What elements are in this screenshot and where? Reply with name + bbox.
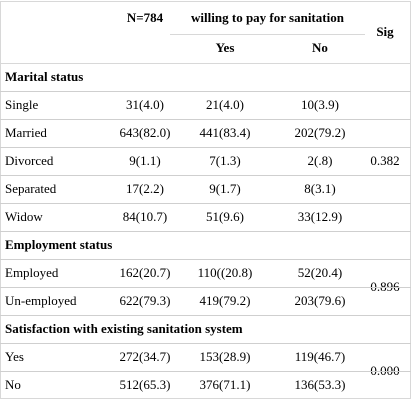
cell-yes: 419(79.2) — [199, 293, 251, 308]
cell-yes: 441(83.4) — [199, 125, 251, 140]
row-label: Single — [5, 97, 39, 112]
cell-yes: 51(9.6) — [206, 209, 244, 224]
yes-header: Yes — [215, 40, 235, 55]
cell-no: 2(.8) — [307, 153, 333, 168]
n-header: N=784 — [126, 10, 164, 25]
row-label: Married — [5, 125, 47, 140]
row-label: Separated — [5, 181, 57, 196]
cell-yes: 7(1.3) — [209, 153, 241, 168]
table-top-rule — [0, 1, 411, 2]
cell-yes: 21(4.0) — [206, 97, 244, 112]
cell-n: 643(82.0) — [119, 125, 171, 140]
row-label: Yes — [5, 349, 24, 364]
cell-n: 272(34.7) — [119, 349, 171, 364]
left-border — [0, 1, 1, 398]
group-divider-rule — [170, 34, 365, 35]
section-title: Marital status — [5, 69, 84, 84]
cell-no: 119(46.7) — [294, 349, 346, 364]
row-label: No — [5, 377, 21, 392]
sig-header: Sig — [376, 24, 394, 39]
row-rule — [0, 287, 411, 288]
cell-yes: 153(28.9) — [199, 349, 251, 364]
cell-no: 52(20.4) — [297, 265, 343, 280]
sig-value: 0.000 — [370, 363, 400, 378]
cell-n: 31(4.0) — [126, 97, 164, 112]
row-label: Un-employed — [5, 293, 77, 308]
row-rule — [0, 343, 411, 344]
row-rule — [0, 147, 411, 148]
cell-n: 162(20.7) — [119, 265, 171, 280]
section-title: Employment status — [5, 237, 113, 252]
row-label: Employed — [5, 265, 59, 280]
row-label: Divorced — [5, 153, 54, 168]
row-rule — [0, 371, 411, 372]
row-rule — [0, 315, 411, 316]
cell-yes: 9(1.7) — [209, 181, 241, 196]
group-header: willing to pay for sanitation — [191, 10, 344, 25]
cell-n: 84(10.7) — [122, 209, 168, 224]
row-rule — [0, 175, 411, 176]
row-rule — [0, 231, 411, 232]
cell-n: 9(1.1) — [129, 153, 161, 168]
cell-no: 203(79.6) — [294, 293, 346, 308]
cell-n: 622(79.3) — [119, 293, 171, 308]
row-rule — [0, 91, 411, 92]
cell-no: 8(3.1) — [304, 181, 336, 196]
cell-yes: 110((20.8) — [197, 265, 253, 280]
no-header: No — [312, 40, 328, 55]
cell-no: 136(53.3) — [294, 377, 346, 392]
row-rule — [0, 259, 411, 260]
cell-n: 512(65.3) — [119, 377, 171, 392]
cell-no: 10(3.9) — [301, 97, 339, 112]
section-title: Satisfaction with existing sanitation sy… — [5, 321, 243, 336]
row-label: Widow — [5, 209, 43, 224]
cell-yes: 376(71.1) — [199, 377, 251, 392]
row-rule — [0, 119, 411, 120]
cell-no: 33(12.9) — [297, 209, 343, 224]
header-bottom-rule — [0, 63, 411, 64]
cell-no: 202(79.2) — [294, 125, 346, 140]
cell-n: 17(2.2) — [126, 181, 164, 196]
table-bottom-rule — [0, 398, 411, 399]
sig-value: 0.382 — [370, 153, 400, 168]
sig-value: 0.896 — [370, 279, 400, 294]
row-rule — [0, 203, 411, 204]
